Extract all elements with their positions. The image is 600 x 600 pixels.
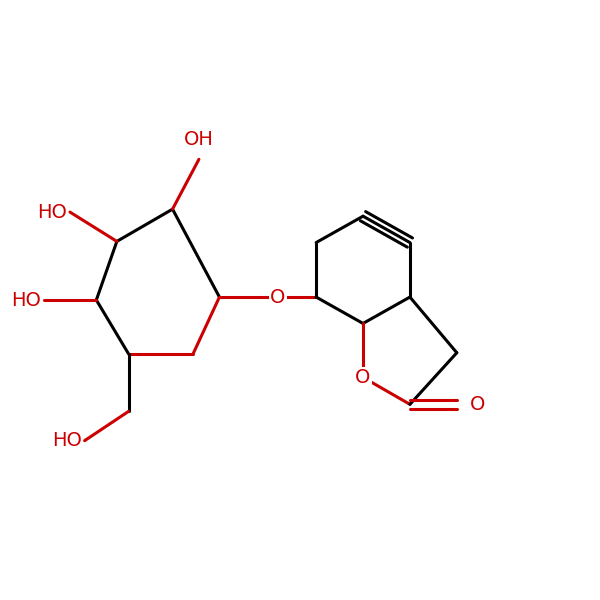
Text: OH: OH — [184, 130, 214, 149]
Text: O: O — [355, 368, 371, 387]
Text: O: O — [271, 287, 286, 307]
Text: HO: HO — [52, 431, 82, 450]
Text: HO: HO — [11, 290, 41, 310]
Text: O: O — [355, 368, 371, 387]
Text: O: O — [271, 287, 286, 307]
Text: HO: HO — [37, 203, 67, 221]
Text: O: O — [470, 395, 485, 414]
